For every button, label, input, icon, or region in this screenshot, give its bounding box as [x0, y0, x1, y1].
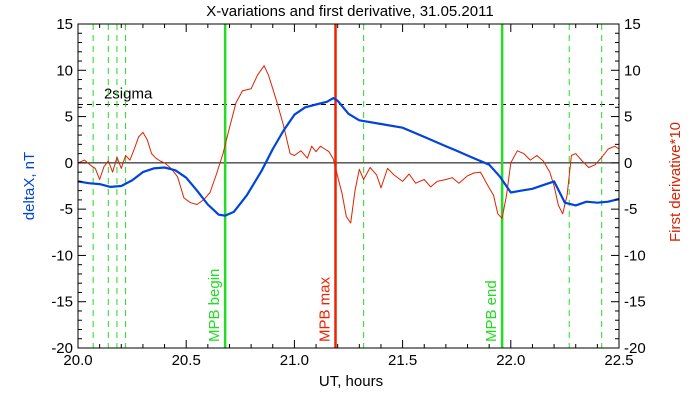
mpb-label: MPB max: [317, 276, 334, 342]
y-tick-label-left: 15: [56, 16, 73, 33]
y-tick-label-right: 10: [624, 62, 641, 79]
x-tick-label: 20.5: [172, 352, 201, 369]
x-tick-label: 20.0: [63, 352, 92, 369]
y-axis-left-label: deltaX, nT: [21, 152, 38, 220]
derivative-series-line: [78, 65, 619, 224]
mpb-label: MPB begin: [206, 269, 223, 342]
y-tick-label-left: -10: [51, 247, 73, 264]
y-tick-label-left: 10: [56, 62, 73, 79]
x-axis-label: UT, hours: [319, 373, 383, 390]
x-tick-label: 21.5: [388, 352, 417, 369]
y-tick-label-right: 0: [624, 155, 632, 172]
chart-title: X-variations and first derivative, 31.05…: [206, 3, 493, 20]
y-tick-label-right: -15: [624, 294, 646, 311]
x-tick-label: 22.5: [604, 352, 633, 369]
y-tick-label-right: -5: [624, 201, 637, 218]
plot-frame: [77, 23, 620, 349]
y-tick-label-right: 5: [624, 109, 632, 126]
y-tick-label-left: 5: [65, 109, 73, 126]
y-tick-label-left: -15: [51, 294, 73, 311]
y-tick-label-left: 0: [65, 155, 73, 172]
y-tick-label-right: 15: [624, 16, 641, 33]
y-tick-label-left: -20: [51, 340, 73, 357]
plot-area: 2sigma MPB begin MPB max MPB end 20.0 20.5 21.…: [51, 16, 645, 369]
x-tick-label: 22.0: [496, 352, 525, 369]
y-tick-label-right: -20: [624, 340, 646, 357]
x-tick-label: 21.0: [280, 352, 309, 369]
y-tick-label-right: -10: [624, 247, 646, 264]
mpb-label: MPB end: [483, 280, 500, 342]
deltax-series-line: [78, 97, 619, 217]
y-axis-right-label: First derivative*10: [667, 122, 684, 242]
two-sigma-label: 2sigma: [104, 85, 153, 102]
y-tick-label-left: -5: [60, 201, 73, 218]
